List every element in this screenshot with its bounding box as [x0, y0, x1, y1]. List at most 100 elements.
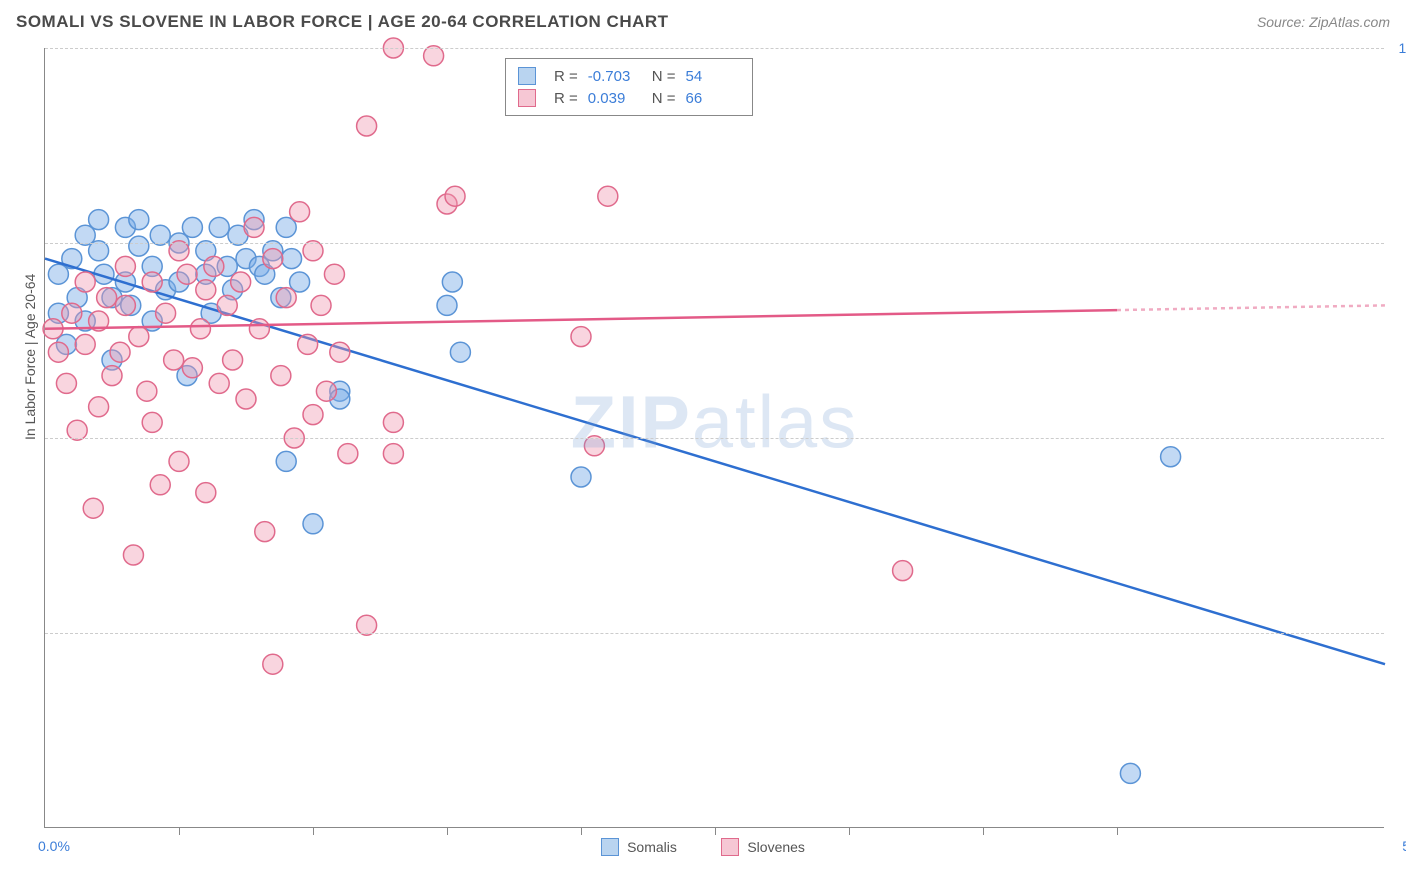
data-point	[450, 342, 470, 362]
slovenes-n-value: 66	[686, 90, 740, 107]
data-point	[142, 412, 162, 432]
trend-line	[45, 259, 1385, 665]
legend-item-slovenes: Slovenes	[721, 838, 805, 856]
data-point	[89, 210, 109, 230]
data-point	[129, 236, 149, 256]
x-tick	[179, 827, 180, 835]
data-point	[137, 381, 157, 401]
data-point	[357, 116, 377, 136]
data-point	[330, 342, 350, 362]
data-point	[255, 522, 275, 542]
somalis-r-value: -0.703	[588, 68, 642, 85]
data-point	[244, 217, 264, 237]
data-point	[263, 249, 283, 269]
data-point	[164, 350, 184, 370]
data-point	[1120, 763, 1140, 783]
data-point	[383, 412, 403, 432]
data-point	[338, 444, 358, 464]
somalis-legend-swatch	[601, 838, 619, 856]
y-tick-label: 100.0%	[1399, 40, 1406, 56]
data-point	[249, 319, 269, 339]
data-point	[110, 342, 130, 362]
slovenes-r-value: 0.039	[588, 90, 642, 107]
data-point	[196, 280, 216, 300]
chart-title: SOMALI VS SLOVENE IN LABOR FORCE | AGE 2…	[16, 12, 669, 32]
data-point	[571, 327, 591, 347]
data-point	[129, 210, 149, 230]
data-point	[115, 256, 135, 276]
data-point	[97, 288, 117, 308]
data-point	[303, 514, 323, 534]
corr-row-slovenes: R = 0.039 N = 66	[518, 87, 740, 109]
gridline	[45, 633, 1384, 634]
gridline	[45, 243, 1384, 244]
data-point	[231, 272, 251, 292]
data-point	[1161, 447, 1181, 467]
data-point	[263, 654, 283, 674]
data-point	[62, 303, 82, 323]
data-point	[204, 256, 224, 276]
data-point	[442, 272, 462, 292]
data-point	[236, 389, 256, 409]
data-point	[209, 217, 229, 237]
data-point	[182, 358, 202, 378]
data-point	[311, 295, 331, 315]
slovenes-legend-label: Slovenes	[747, 839, 805, 855]
data-point	[298, 334, 318, 354]
data-point	[75, 272, 95, 292]
source-label: Source: ZipAtlas.com	[1257, 14, 1390, 30]
data-point	[598, 186, 618, 206]
gridline	[45, 48, 1384, 49]
n-label: N =	[652, 68, 676, 85]
correlation-legend: R = -0.703 N = 54 R = 0.039 N = 66	[505, 58, 753, 116]
data-point	[383, 444, 403, 464]
somalis-n-value: 54	[686, 68, 740, 85]
somalis-legend-label: Somalis	[627, 839, 677, 855]
data-point	[150, 475, 170, 495]
data-point	[102, 366, 122, 386]
data-point	[282, 249, 302, 269]
gridline	[45, 438, 1384, 439]
data-point	[115, 295, 135, 315]
data-point	[209, 373, 229, 393]
data-point	[56, 373, 76, 393]
data-point	[182, 217, 202, 237]
data-point	[223, 350, 243, 370]
data-point	[893, 561, 913, 581]
data-point	[75, 334, 95, 354]
data-point	[196, 483, 216, 503]
data-point	[89, 397, 109, 417]
data-point	[142, 272, 162, 292]
legend-item-somalis: Somalis	[601, 838, 677, 856]
r-label: R =	[554, 90, 578, 107]
data-point	[190, 319, 210, 339]
chart-plot-area: R = -0.703 N = 54 R = 0.039 N = 66 ZIPat…	[44, 48, 1384, 828]
x-tick	[1117, 827, 1118, 835]
data-point	[324, 264, 344, 284]
data-point	[129, 327, 149, 347]
n-label: N =	[652, 90, 676, 107]
data-point	[169, 451, 189, 471]
data-point	[271, 366, 291, 386]
x-tick	[983, 827, 984, 835]
data-point	[177, 264, 197, 284]
r-label: R =	[554, 68, 578, 85]
data-point	[217, 295, 237, 315]
data-point	[316, 381, 336, 401]
bottom-legend: Somalis Slovenes	[0, 838, 1406, 861]
x-tick	[849, 827, 850, 835]
x-tick	[715, 827, 716, 835]
trend-line-extension	[1117, 305, 1385, 310]
slovenes-legend-swatch	[721, 838, 739, 856]
x-tick	[313, 827, 314, 835]
corr-row-somalis: R = -0.703 N = 54	[518, 65, 740, 87]
x-tick	[447, 827, 448, 835]
data-point	[290, 202, 310, 222]
data-point	[276, 288, 296, 308]
somalis-swatch	[518, 67, 536, 85]
data-point	[276, 451, 296, 471]
x-tick	[581, 827, 582, 835]
data-point	[123, 545, 143, 565]
data-point	[303, 405, 323, 425]
data-point	[437, 295, 457, 315]
